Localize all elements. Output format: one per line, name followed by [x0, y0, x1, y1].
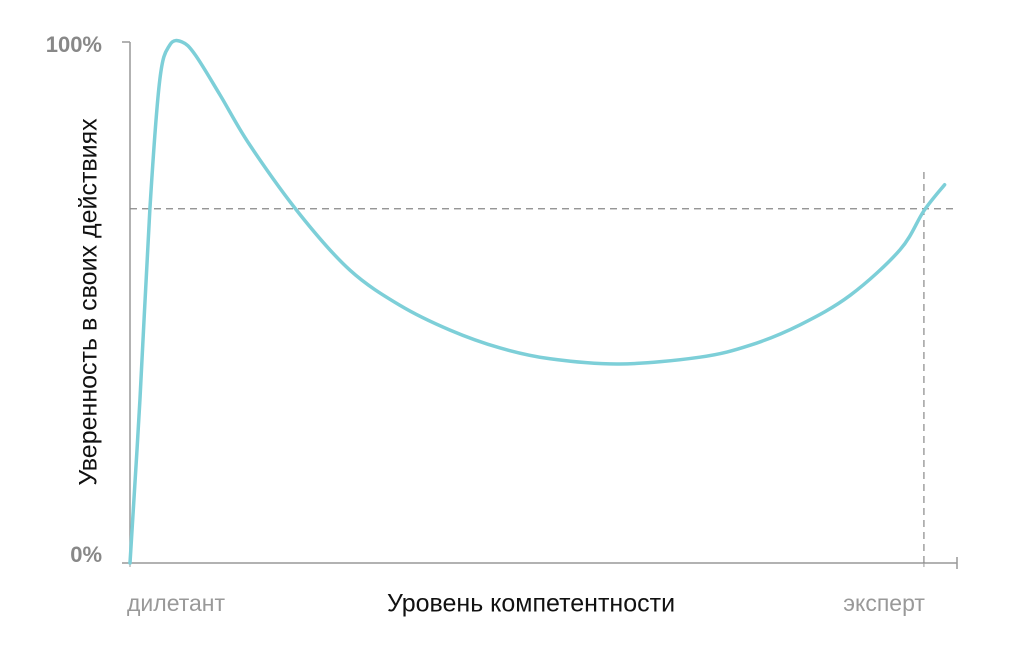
y-axis-label: Уверенность в своих действиях: [75, 118, 103, 486]
y-tick-label: 0%: [70, 542, 102, 567]
y-tick-label: 100%: [46, 32, 102, 57]
x-tick-label: эксперт: [843, 590, 925, 616]
x-tick-label: дилетант: [127, 590, 225, 616]
x-axis-label: Уровень компетентности: [387, 590, 675, 618]
line: [128, 38, 947, 565]
